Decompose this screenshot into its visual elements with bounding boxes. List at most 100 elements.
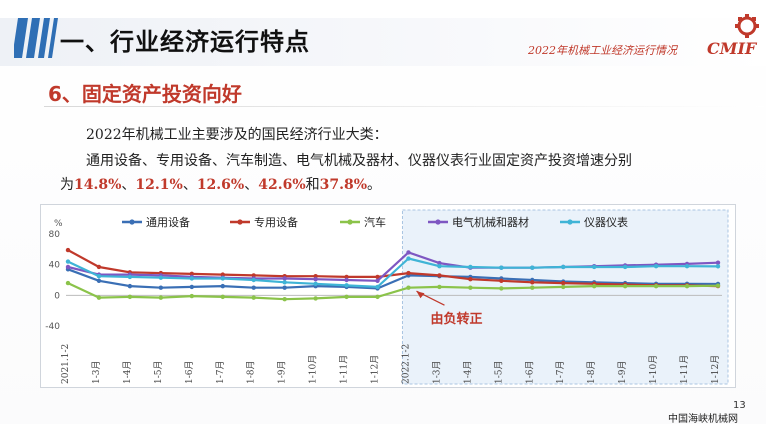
series-line-1: [67, 249, 719, 288]
data-point: [96, 278, 102, 283]
x-tick-label: 1-4月: [122, 361, 133, 385]
data-point: [561, 280, 566, 286]
x-tick-label: 1-11月: [339, 355, 350, 384]
value-instruments: 37.8%: [319, 177, 368, 193]
x-tick-label: 1-11月: [679, 355, 690, 384]
section-title: 6、固定资产投资向好: [48, 82, 242, 106]
legend-marker: [567, 219, 573, 225]
data-point: [251, 277, 256, 283]
legend-label: 电气机械和器材: [452, 215, 529, 229]
x-tick-label: 1-8月: [586, 361, 597, 385]
value-special-equipment: 12.1%: [135, 177, 183, 193]
y-unit-label: %: [54, 219, 63, 229]
section-divider: [44, 106, 764, 107]
data-point: [65, 259, 71, 264]
x-tick-label: 2021.1-2: [61, 344, 71, 384]
data-point: [499, 286, 504, 291]
annotation-arrowhead: [416, 291, 425, 299]
header-band: [0, 18, 766, 66]
x-tick-label: 1-10月: [648, 355, 659, 384]
data-point: [158, 285, 164, 290]
data-point: [715, 260, 721, 265]
legend-label: 仪器仪表: [584, 215, 628, 229]
data-point: [313, 296, 318, 301]
legend-marker: [129, 219, 135, 225]
data-point: [282, 296, 287, 302]
data-point: [591, 264, 597, 270]
data-point: [561, 264, 566, 270]
data-point: [189, 284, 195, 290]
data-point: [375, 278, 380, 283]
cmif-logo: CMIF: [707, 14, 759, 58]
x-tick-label: 1-8月: [246, 361, 257, 385]
data-point: [127, 274, 133, 280]
data-point: [282, 285, 287, 290]
data-point: [220, 294, 225, 300]
data-point: [530, 265, 535, 270]
x-tick-label: 1-7月: [555, 361, 566, 385]
y-tick-label: -40: [45, 322, 60, 332]
legend-marker: [347, 219, 353, 225]
x-tick-label: 1-9月: [277, 361, 288, 385]
data-point: [65, 264, 71, 270]
data-point: [406, 250, 411, 255]
x-tick-label: 1-10月: [308, 355, 319, 384]
data-point: [468, 277, 473, 282]
data-point: [344, 283, 349, 288]
data-point: [684, 264, 690, 269]
data-point: [282, 280, 287, 285]
data-point: [96, 273, 102, 279]
y-tick-label: 0: [54, 291, 60, 301]
series-line-4: [67, 257, 719, 289]
data-point: [313, 277, 318, 282]
data-point: [251, 273, 256, 278]
data-point: [313, 281, 318, 287]
data-point: [158, 275, 164, 280]
x-tick-label: 1-3月: [91, 361, 102, 385]
data-point: [96, 264, 102, 270]
data-point: [437, 260, 442, 266]
data-point: [437, 273, 442, 278]
x-tick-label: 1-9月: [617, 361, 628, 385]
x-tick-label: 1-5月: [153, 361, 164, 385]
series-line-2: [67, 282, 719, 301]
data-point: [437, 264, 442, 269]
x-tick-label: 1-12月: [710, 355, 721, 384]
data-point: [220, 272, 225, 277]
annotation-label: 由负转正: [430, 311, 482, 327]
data-point: [127, 283, 133, 289]
data-point: [622, 264, 628, 270]
investment-growth-line-chart: %80 40 0 -40 2021.1-2 1-3月 1-4月 1-5月 1-6月 1-7月 1-8…: [40, 204, 736, 388]
data-point: [437, 284, 442, 290]
data-point: [158, 295, 164, 300]
data-point: [468, 264, 473, 270]
y-tick-label: 80: [49, 230, 61, 240]
data-point: [344, 277, 349, 283]
x-tick-label: 1-12月: [370, 355, 381, 384]
data-point: [220, 276, 225, 281]
data-point: [715, 283, 721, 288]
data-point: [561, 284, 566, 290]
data-point: [406, 285, 411, 290]
text-and: 和: [305, 177, 320, 193]
y-tick-label: 40: [49, 261, 61, 271]
data-point: [375, 294, 380, 300]
series-line-0: [67, 268, 719, 290]
paragraph-line-1: 2022年机械工业主要涉及的国民经济行业大类：: [86, 127, 388, 143]
svg-text:CMIF: CMIF: [707, 39, 758, 58]
data-point: [653, 264, 659, 269]
data-point: [375, 274, 380, 280]
value-automobile: 12.6%: [196, 177, 245, 193]
watermark: 中国海峡机械网: [668, 414, 738, 425]
x-tick-label: 1-7月: [215, 361, 226, 385]
paragraph-line-2: 通用设备、专用设备、汽车制造、电气机械及器材、仪器仪表行业固定资产投资增速分别: [86, 153, 632, 169]
data-point: [684, 283, 690, 289]
stripes-decoration: [14, 18, 58, 58]
data-point: [65, 280, 71, 286]
data-point: [344, 294, 349, 300]
data-point: [499, 278, 504, 283]
text-sep: 、: [121, 177, 136, 193]
data-point: [189, 293, 195, 299]
text-prefix: 为: [60, 177, 74, 193]
